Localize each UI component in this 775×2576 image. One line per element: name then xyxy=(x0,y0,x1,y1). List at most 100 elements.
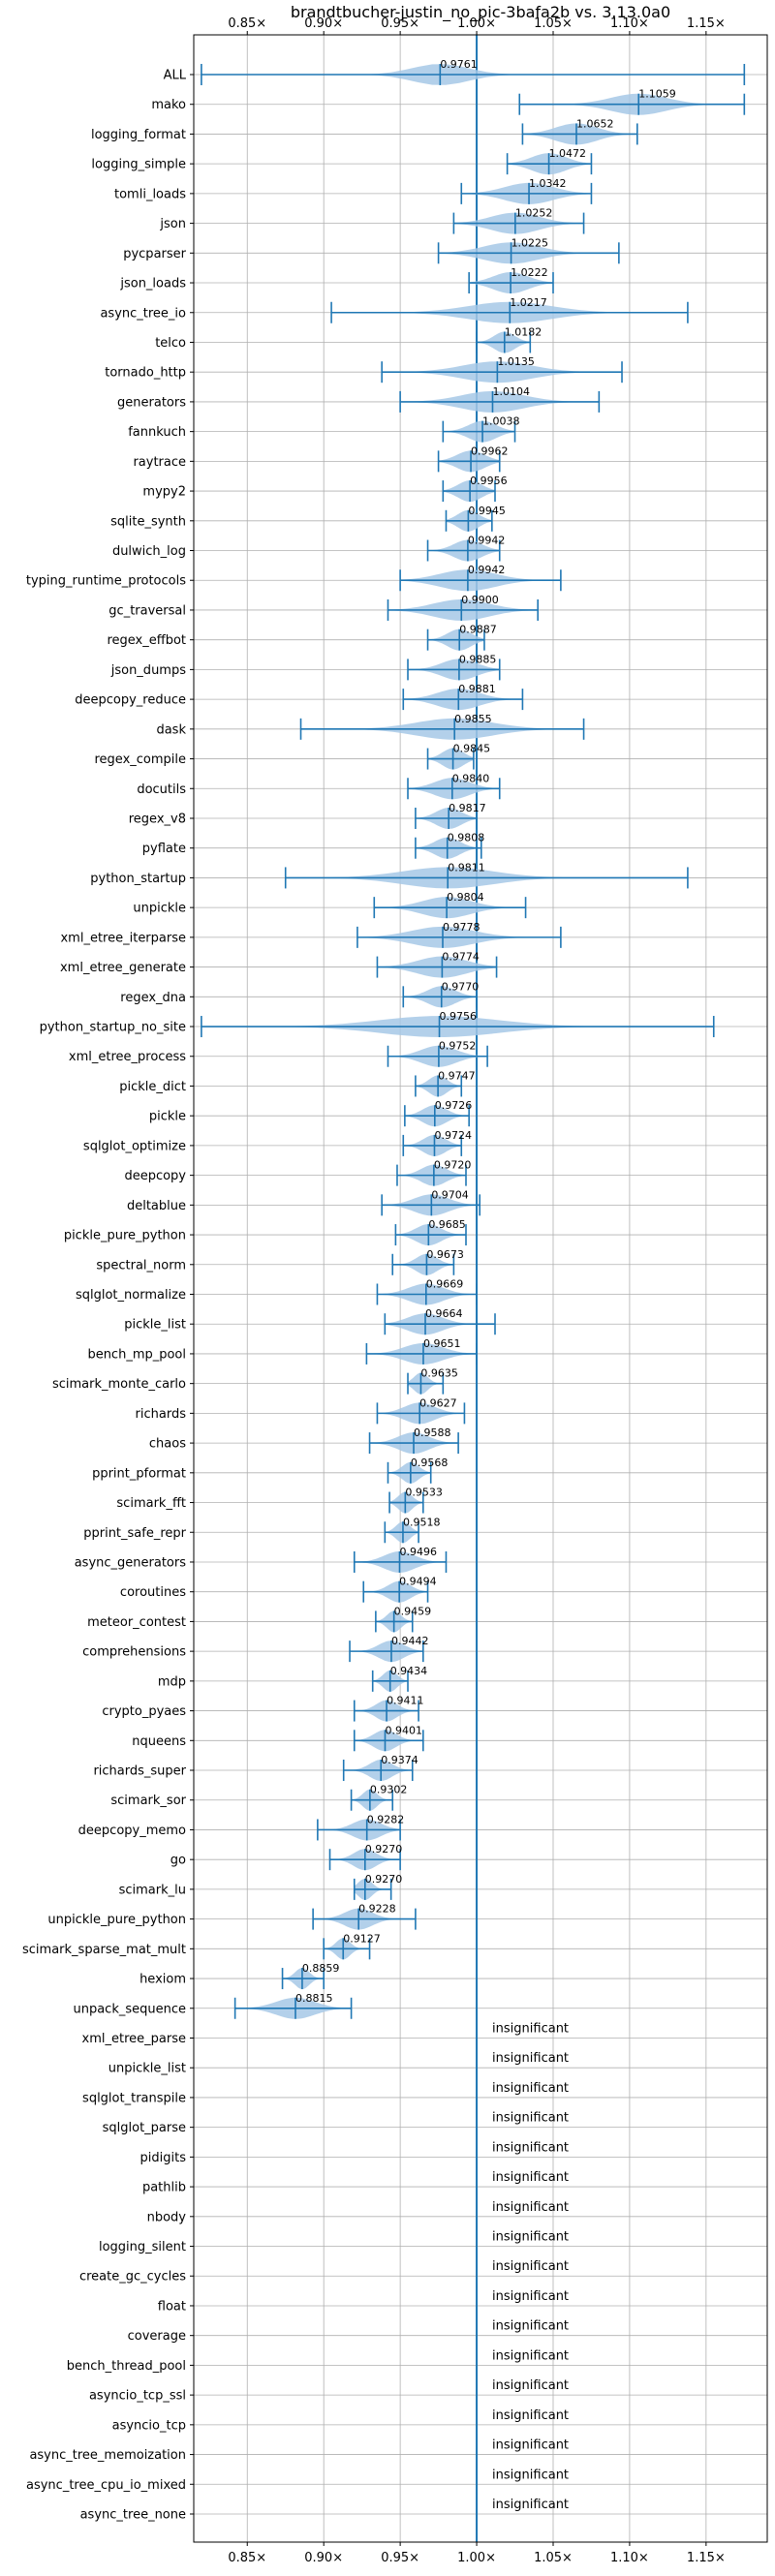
category-label: xml_etree_parse xyxy=(82,2032,186,2046)
category-label: logging_silent xyxy=(99,2240,186,2254)
category-label: regex_compile xyxy=(94,752,186,767)
category-label: meteor_contest xyxy=(87,1615,186,1630)
category-label: raytrace xyxy=(133,455,186,470)
mean-value-label: 1.0104 xyxy=(492,385,529,398)
category-label: xml_etree_iterparse xyxy=(60,931,186,945)
category-label: sqlite_synth xyxy=(110,514,186,529)
category-label: sqlglot_transpile xyxy=(82,2091,186,2105)
category-label: tornado_http xyxy=(105,366,186,381)
x-tick-label-top: 0.85× xyxy=(228,16,266,31)
mean-value-label: 0.9774 xyxy=(442,951,480,964)
mean-value-label: 0.9459 xyxy=(394,1605,432,1617)
category-label: float xyxy=(158,2299,186,2314)
category-label: regex_v8 xyxy=(129,812,186,826)
category-label: nqueens xyxy=(132,1734,186,1749)
category-label: async_tree_cpu_io_mixed xyxy=(26,2478,186,2493)
axis-layer: 0.85× 0.85× 0.90× 0.90× 0.95× 0.95× 1.00× 1.00×… xyxy=(22,16,726,2565)
mean-value-label: 0.9956 xyxy=(470,475,507,487)
mean-value-label: 1.0135 xyxy=(497,355,535,368)
category-label: xml_etree_process xyxy=(69,1050,186,1064)
insignificant-label: insignificant xyxy=(492,2111,569,2126)
insignificant-label: insignificant xyxy=(492,2259,569,2274)
category-label: unpack_sequence xyxy=(73,2002,186,2016)
label-layer: 0.9761 1.1059 1.0652 1.0472 1.0342 1.0252 1.02… xyxy=(295,58,676,2512)
category-label: gc_traversal xyxy=(108,603,186,618)
category-label: json_dumps xyxy=(110,663,186,678)
x-tick-label-top: 1.00× xyxy=(457,16,496,31)
mean-value-label: 0.9900 xyxy=(461,594,499,606)
mean-value-label: 0.9685 xyxy=(428,1218,466,1231)
mean-value-label: 0.9811 xyxy=(448,861,485,874)
insignificant-label: insignificant xyxy=(492,2468,569,2482)
category-label: pprint_pformat xyxy=(92,1466,186,1481)
x-tick-label-bottom: 0.85× xyxy=(228,2551,266,2565)
category-label: go xyxy=(170,1854,186,1868)
mean-value-label: 0.9494 xyxy=(399,1576,437,1588)
category-label: scimark_sor xyxy=(110,1794,186,1808)
mean-value-label: 0.9942 xyxy=(468,564,506,576)
chart-title: brandtbucher-justin_no_pic-3bafa2b vs. 3… xyxy=(291,3,670,22)
mean-value-label: 1.1059 xyxy=(638,88,676,101)
insignificant-label: insignificant xyxy=(492,2319,569,2334)
mean-value-label: 1.0038 xyxy=(482,415,519,428)
mean-value-label: 0.9720 xyxy=(434,1159,472,1172)
mean-value-label: 0.9881 xyxy=(458,683,496,695)
mean-value-label: 0.9651 xyxy=(423,1337,461,1350)
category-label: bench_mp_pool xyxy=(87,1347,186,1362)
violin-layer xyxy=(201,35,746,2542)
mean-value-label: 0.9804 xyxy=(447,891,484,904)
mean-value-label: 0.9756 xyxy=(440,1010,478,1023)
mean-value-label: 0.9401 xyxy=(385,1724,422,1736)
category-label: unpickle xyxy=(133,902,186,916)
mean-value-label: 0.9664 xyxy=(425,1307,463,1320)
insignificant-label: insignificant xyxy=(492,2230,569,2245)
mean-value-label: 0.9808 xyxy=(448,832,485,844)
category-label: docutils xyxy=(137,782,186,797)
x-tick-label-top: 0.90× xyxy=(304,16,343,31)
category-label: chaos xyxy=(149,1437,186,1452)
category-label: unpickle_list xyxy=(108,2062,186,2076)
category-label: scimark_sparse_mat_mult xyxy=(22,1943,186,1957)
insignificant-label: insignificant xyxy=(492,2170,569,2185)
mean-value-label: 0.9885 xyxy=(459,653,497,665)
mean-value-label: 1.0652 xyxy=(576,117,614,130)
category-label: fannkuch xyxy=(128,425,186,440)
x-tick-label-top: 0.95× xyxy=(381,16,419,31)
x-tick-label-bottom: 1.15× xyxy=(687,2551,726,2565)
x-tick-label-top: 1.15× xyxy=(687,16,726,31)
insignificant-label: insignificant xyxy=(492,2378,569,2393)
category-label: scimark_fft xyxy=(116,1496,186,1511)
x-tick-label-bottom: 0.95× xyxy=(381,2551,419,2565)
mean-value-label: 0.9747 xyxy=(438,1069,476,1082)
category-label: python_startup_no_site xyxy=(40,1021,186,1035)
insignificant-label: insignificant xyxy=(492,2348,569,2363)
category-label: spectral_norm xyxy=(96,1258,186,1273)
category-label: tomli_loads xyxy=(114,187,186,201)
mean-value-label: 0.9942 xyxy=(468,535,506,547)
mean-value-label: 1.0252 xyxy=(515,207,553,220)
category-label: pickle_list xyxy=(124,1318,186,1333)
category-label: pprint_safe_repr xyxy=(83,1526,186,1541)
mean-value-label: 1.0472 xyxy=(549,147,587,160)
category-label: telco xyxy=(155,336,186,351)
category-label: typing_runtime_protocols xyxy=(26,574,186,589)
mean-value-label: 0.9845 xyxy=(453,743,491,755)
mean-value-label: 0.9588 xyxy=(414,1426,451,1439)
category-label: asyncio_tcp_ssl xyxy=(89,2389,186,2404)
category-label: pickle_dict xyxy=(119,1080,186,1094)
plot-frame xyxy=(193,34,768,2543)
category-label: async_tree_io xyxy=(100,306,186,321)
category-label: coroutines xyxy=(120,1585,186,1600)
mean-value-label: 0.9374 xyxy=(381,1754,418,1766)
insignificant-label: insignificant xyxy=(492,2081,569,2096)
category-label: scimark_lu xyxy=(119,1883,186,1897)
mean-value-label: 0.9568 xyxy=(411,1457,449,1469)
category-label: pickle xyxy=(149,1110,186,1124)
mean-value-label: 0.9270 xyxy=(365,1843,403,1855)
category-label: logging_simple xyxy=(91,158,186,172)
mean-value-label: 0.9635 xyxy=(420,1367,458,1380)
category-label: pycparser xyxy=(123,247,186,261)
mean-value-label: 0.9962 xyxy=(471,445,509,457)
mean-value-label: 0.9887 xyxy=(459,624,496,636)
category-label: async_tree_none xyxy=(80,2508,186,2523)
